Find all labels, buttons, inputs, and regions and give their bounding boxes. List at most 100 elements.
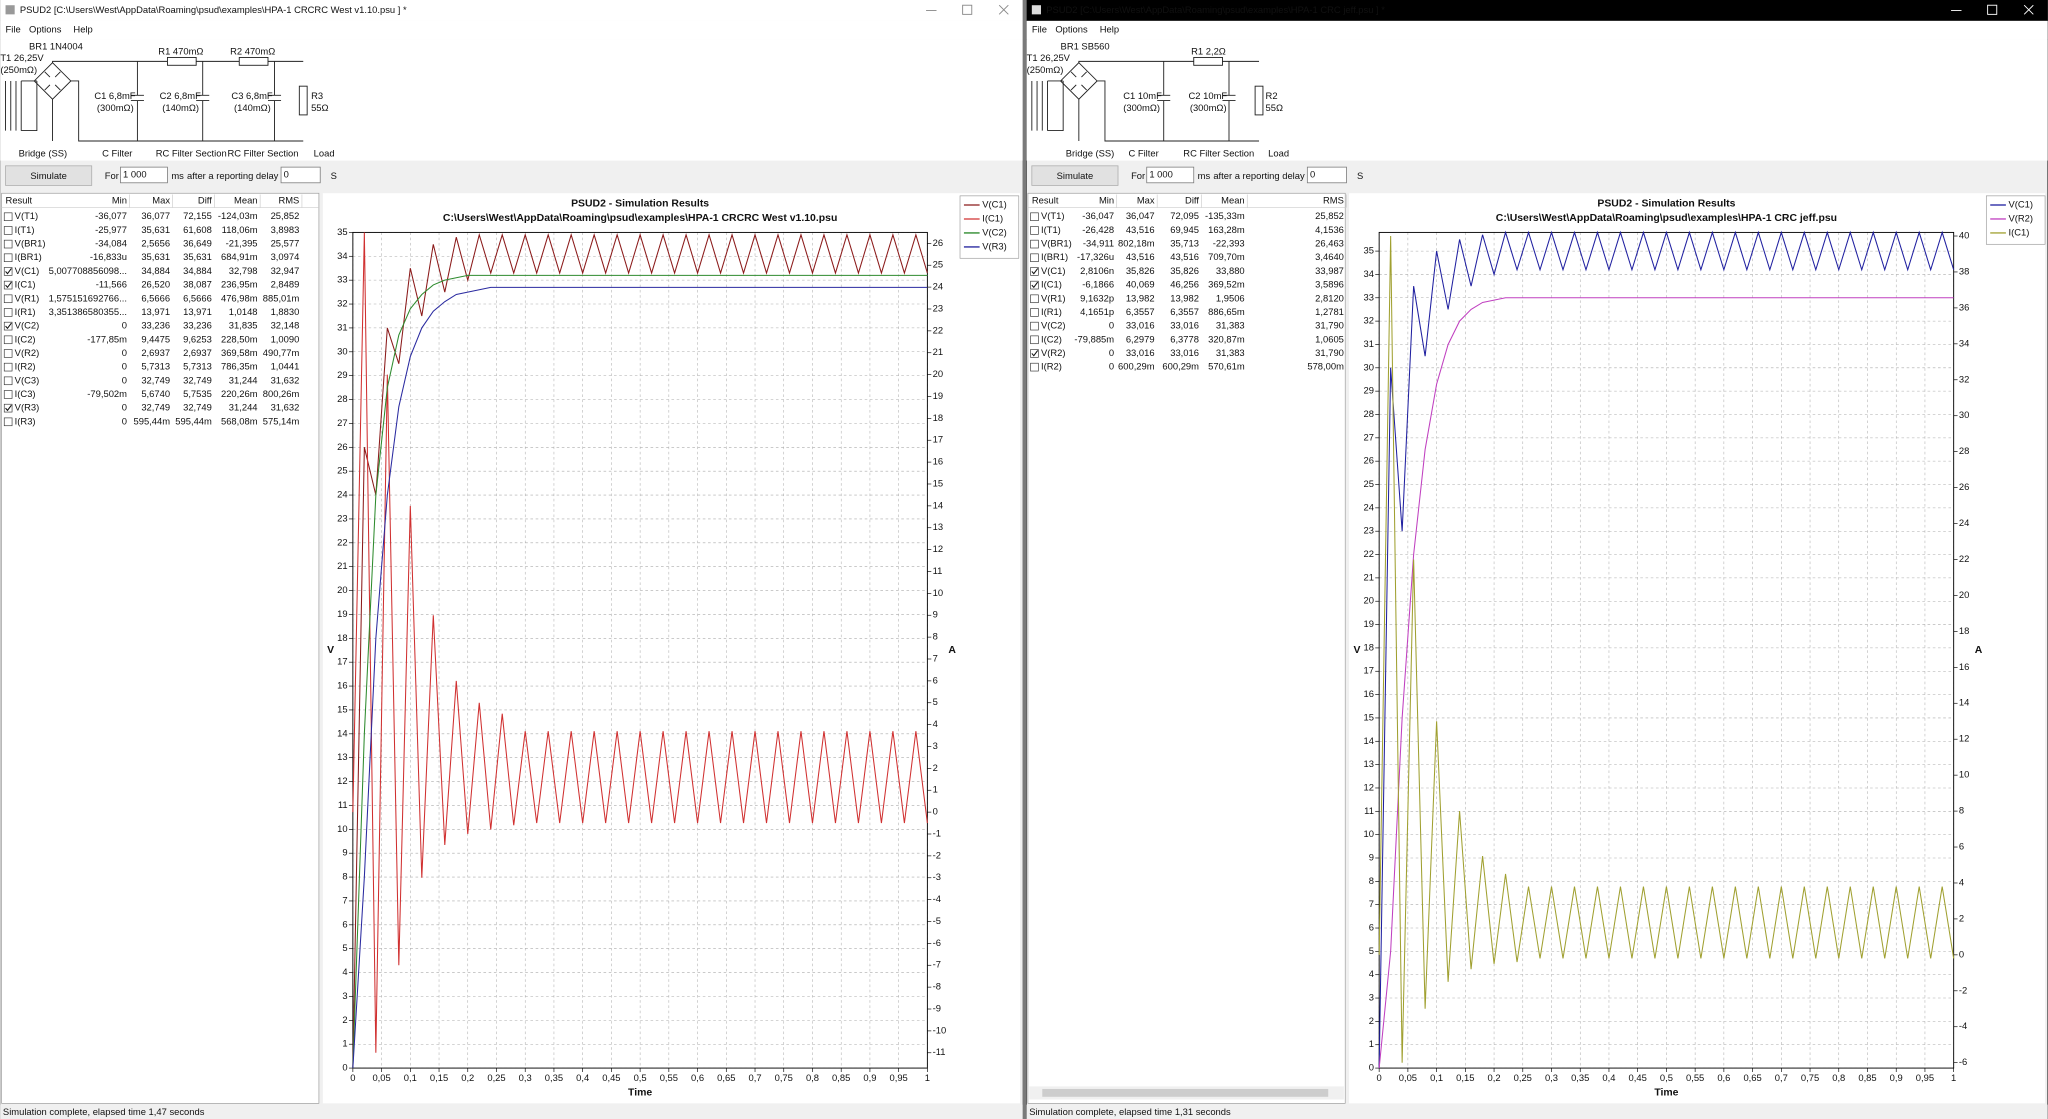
y-tick-label: 22 [1363, 548, 1373, 559]
y-tick-label: 27 [1363, 431, 1373, 442]
y-axis-label: V [327, 645, 334, 656]
row-checkbox[interactable] [1030, 267, 1039, 276]
row-checkbox[interactable] [3, 362, 13, 372]
duration-input[interactable] [120, 166, 168, 184]
row-name: I(C2) [1041, 333, 1062, 344]
row-checkbox[interactable] [3, 349, 13, 358]
row-value: 5,7313 [183, 361, 212, 372]
row-name: I(R1) [1041, 306, 1062, 317]
row-name: I(R3) [15, 415, 36, 426]
maximize-button[interactable] [1987, 4, 1998, 15]
x-tick-label: 0,1 [404, 1072, 417, 1083]
row-name: V(T1) [15, 210, 38, 221]
legend-label: I(C1) [2009, 226, 2030, 237]
capacitor [130, 61, 144, 142]
row-checkbox[interactable] [1030, 253, 1039, 263]
y-tick-label: 26 [337, 441, 347, 452]
row-value: 38,087 [183, 279, 212, 290]
row-checkbox[interactable] [1030, 280, 1039, 290]
maximize-button[interactable] [962, 4, 973, 15]
y-tick-label: 34 [337, 250, 347, 261]
row-value: 684,91m [221, 251, 258, 262]
row-checkbox[interactable] [1030, 308, 1039, 317]
row-checkbox[interactable] [3, 417, 13, 427]
close-button[interactable] [2023, 4, 2034, 15]
row-value: 5,007708856098... [49, 265, 127, 276]
y2-tick-label: 8 [933, 631, 938, 642]
menu-item[interactable]: Help [1100, 24, 1119, 35]
row-checkbox[interactable] [1030, 239, 1039, 249]
row-checkbox[interactable] [3, 239, 13, 249]
y2-tick-label: 18 [1959, 625, 1969, 636]
row-value: 600,29m [1162, 361, 1199, 372]
x-tick-label: 0,4 [576, 1072, 589, 1083]
row-value: 5,6740 [141, 388, 170, 399]
menu-item[interactable]: Help [73, 24, 92, 35]
row-checkbox[interactable] [3, 376, 13, 386]
y2-tick-label: 16 [933, 456, 943, 467]
row-checkbox[interactable] [1030, 321, 1039, 331]
simulate-button[interactable] [5, 165, 93, 186]
row-checkbox[interactable] [3, 212, 13, 221]
row-value: -135,33m [1205, 210, 1245, 221]
window-divider [1022, 0, 1027, 1119]
row-value: 220,26m [221, 388, 258, 399]
x-axis-label: Time [628, 1088, 652, 1099]
y2-tick-label: 24 [933, 281, 943, 292]
y2-tick-label: 6 [1959, 841, 1964, 852]
row-value: 1,575151692766... [49, 292, 127, 303]
row-checkbox[interactable] [3, 308, 13, 317]
close-button[interactable] [998, 4, 1009, 15]
row-checkbox[interactable] [3, 390, 13, 399]
y2-tick-label: 10 [933, 587, 943, 598]
chart-subtitle: C:\Users\West\AppData\Roaming\psud\examp… [443, 213, 837, 224]
simulate-button[interactable] [1031, 165, 1119, 186]
y-tick-label: 19 [1363, 618, 1373, 629]
menu-item[interactable]: File [6, 24, 21, 35]
menu-item[interactable]: Options [1055, 24, 1088, 35]
h-scrollbar-thumb[interactable] [1042, 1088, 1329, 1097]
status-bar [1026, 1104, 2048, 1119]
series-line [352, 286, 928, 1069]
menu-item[interactable]: File [1032, 24, 1047, 35]
row-checkbox[interactable] [3, 294, 13, 304]
row-checkbox[interactable] [3, 403, 13, 413]
for-label: For [1131, 170, 1145, 181]
simulate-label[interactable]: Simulate [30, 170, 67, 181]
row-checkbox[interactable] [3, 253, 13, 263]
row-checkbox[interactable] [1030, 226, 1039, 235]
row-checkbox[interactable] [3, 226, 13, 235]
y-tick-label: 9 [342, 847, 347, 858]
row-value: 36,077 [141, 210, 170, 221]
menu-item[interactable]: Options [29, 24, 62, 35]
row-value: 1,8830 [271, 306, 300, 317]
x-tick-label: 0,1 [1430, 1072, 1443, 1083]
row-checkbox[interactable] [3, 321, 13, 331]
x-tick-label: 0,8 [1832, 1072, 1845, 1083]
row-checkbox[interactable] [3, 267, 13, 276]
delay-input[interactable] [280, 166, 321, 184]
row-checkbox[interactable] [3, 280, 13, 290]
circuit-label: C3 6,8mF [231, 90, 272, 101]
checkbox-check [1031, 268, 1039, 275]
x-tick-label: 0,75 [775, 1072, 793, 1083]
delay-unit: S [331, 170, 337, 181]
row-checkbox[interactable] [1030, 335, 1039, 345]
y-tick-label: 16 [1363, 688, 1373, 699]
row-checkbox[interactable] [1030, 362, 1039, 372]
row-value: 33,016 [1170, 320, 1199, 331]
row-checkbox[interactable] [1030, 294, 1039, 304]
row-checkbox[interactable] [1030, 212, 1039, 221]
row-checkbox[interactable] [3, 335, 13, 345]
row-checkbox[interactable] [1030, 349, 1039, 358]
row-value: 33,236 [141, 320, 170, 331]
duration-value: 1 000 [123, 168, 147, 179]
y-tick-label: 13 [337, 751, 347, 762]
y-tick-label: 30 [1363, 361, 1373, 372]
delay-input[interactable] [1306, 166, 1347, 184]
simulate-label[interactable]: Simulate [1057, 170, 1094, 181]
legend-label: V(R3) [982, 240, 1007, 251]
y2-tick-label: 11 [933, 565, 943, 576]
status-text: Simulation complete, elapsed time 1,31 s… [1029, 1106, 1231, 1117]
duration-input[interactable] [1146, 166, 1195, 184]
